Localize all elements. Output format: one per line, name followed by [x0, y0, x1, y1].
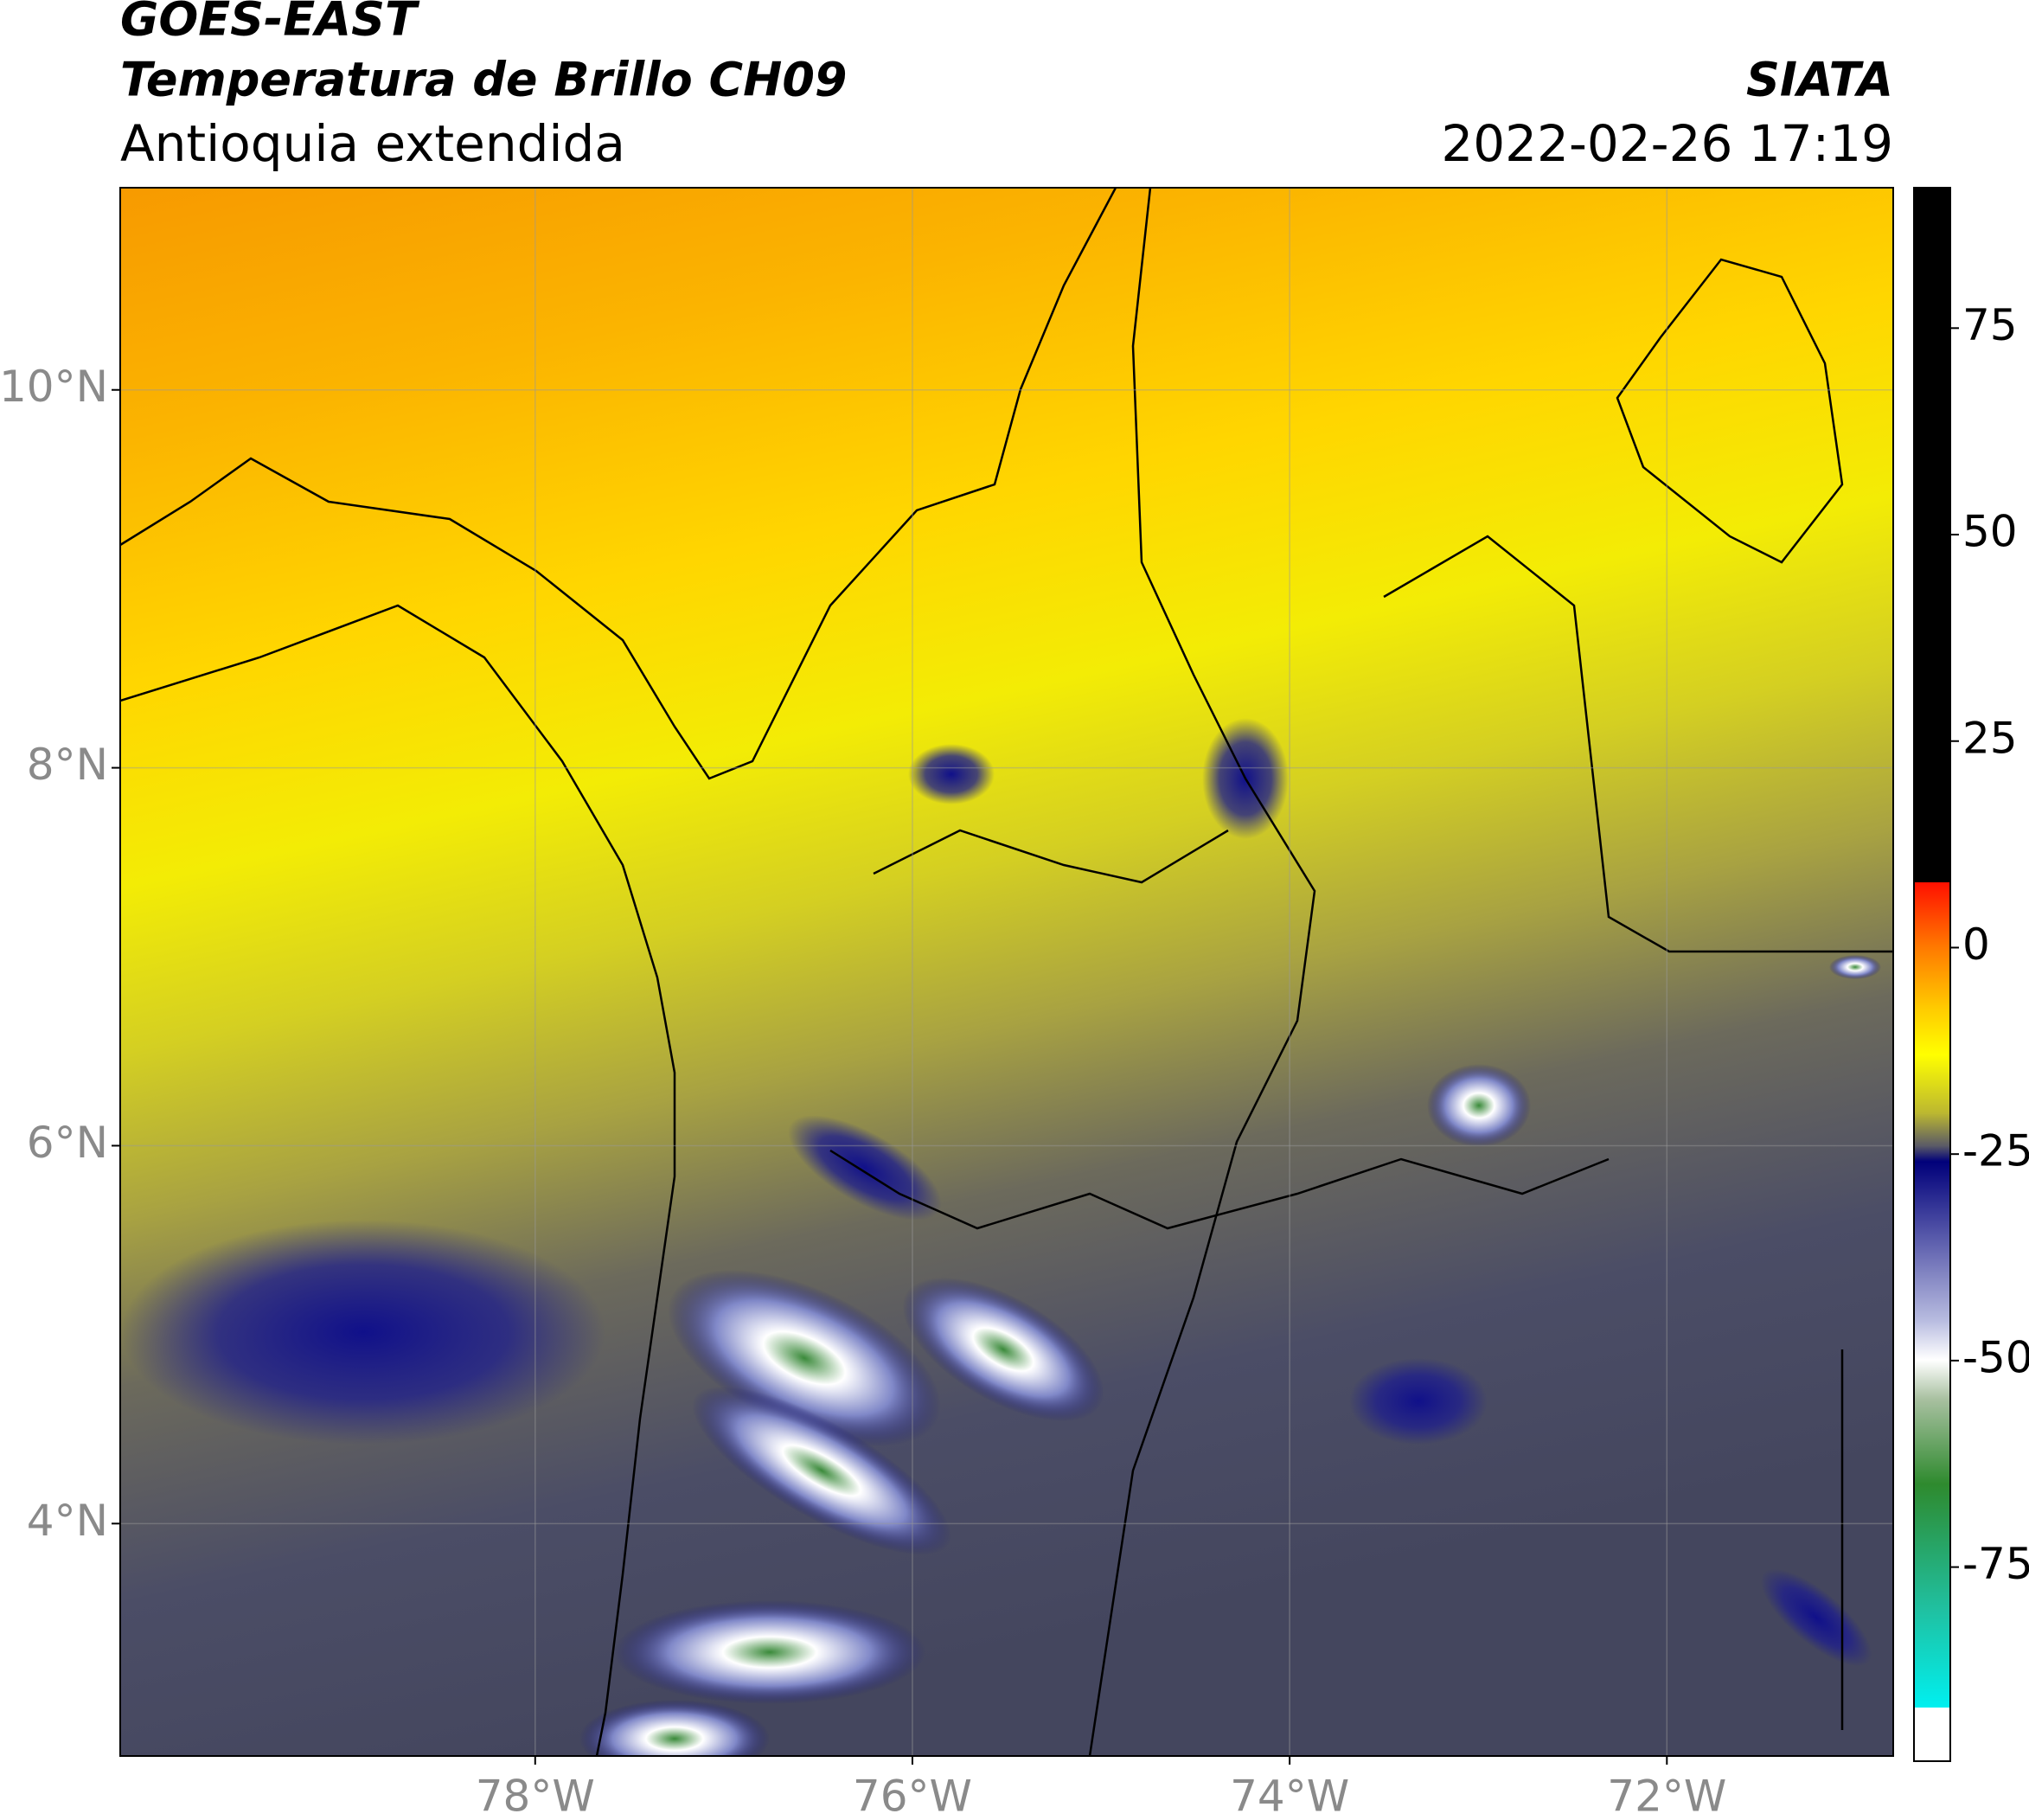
region: Antioquia extendida: [120, 114, 625, 173]
boundary: [1383, 535, 1893, 953]
cloud: [1349, 1358, 1488, 1445]
boundary: [829, 1149, 1610, 1230]
datetime: 2022-02-26 17:19: [1441, 114, 1893, 173]
grid: [120, 188, 1893, 1756]
cloud-fields: [121, 718, 1881, 1756]
subtitle: Temperatura de Brillo CH09: [120, 53, 848, 107]
colorbar-tick-label: -25: [1962, 1126, 2029, 1176]
title: GOES-EAST: [120, 0, 420, 47]
y-tick-label: 10°N: [0, 362, 108, 412]
colorbar-tick-label: 0: [1962, 920, 1990, 970]
cloud: [579, 1700, 770, 1756]
map-background: [120, 188, 1893, 1756]
cloud: [614, 1600, 925, 1704]
boundary: [1088, 188, 1316, 1756]
map: [120, 188, 1893, 1756]
y-tick-label: 8°N: [27, 740, 108, 790]
cloud: [902, 1277, 1104, 1422]
cloud: [908, 744, 995, 804]
colorbar-tick-label: 50: [1962, 507, 2018, 557]
cloud: [121, 1220, 605, 1445]
cloud: [1829, 955, 1881, 979]
coastline: [120, 188, 1117, 780]
colorbar-tick-label: -50: [1962, 1332, 2029, 1382]
cloud: [668, 1269, 941, 1447]
x-tick-label: 78°W: [476, 1772, 595, 1817]
x-tick-label: 76°W: [853, 1772, 972, 1817]
y-tick-label: 4°N: [27, 1496, 108, 1546]
colorbar-tick-label: 75: [1962, 300, 2018, 350]
source: SIATA: [1746, 53, 1893, 107]
x-tick-label: 74°W: [1230, 1772, 1349, 1817]
cloud: [1427, 1064, 1531, 1147]
boundary: [873, 829, 1229, 884]
colorbar-tick-label: -75: [1962, 1539, 2029, 1589]
coastline: [120, 604, 676, 1756]
cloud: [788, 1115, 942, 1221]
x-tick-label: 72°W: [1607, 1772, 1726, 1817]
cloud: [1760, 1568, 1872, 1667]
lake: [1616, 258, 1844, 564]
colorbar: [1913, 187, 1951, 1762]
colorbar-tick-label: 25: [1962, 713, 2018, 763]
borders: [120, 188, 1893, 1756]
y-tick-label: 6°N: [27, 1118, 108, 1168]
map-frame: [119, 187, 1894, 1757]
cloud: [692, 1386, 951, 1555]
